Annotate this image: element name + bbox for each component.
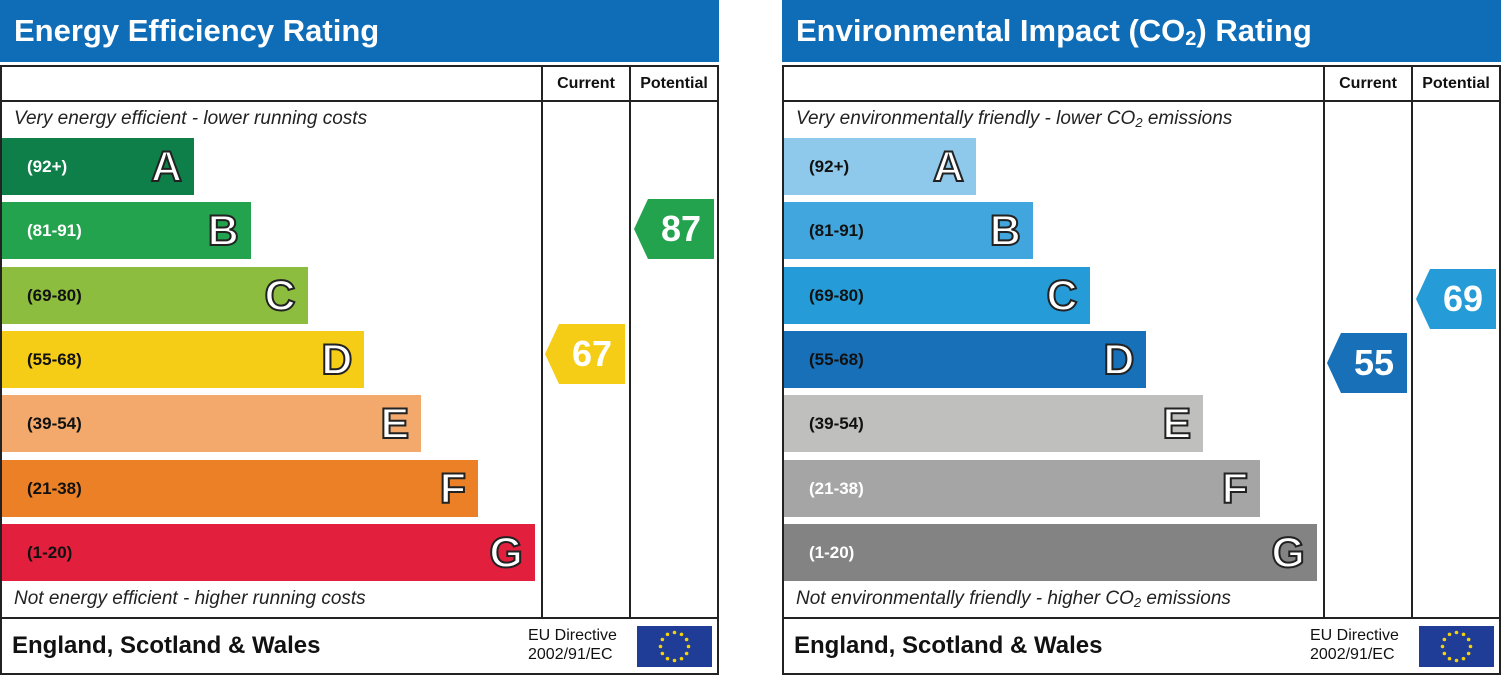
divider — [0, 617, 719, 619]
bottom-caption: Not energy efficient - higher running co… — [14, 588, 366, 609]
rating-band-g: (1-20) G — [784, 523, 1317, 581]
band-letter: D — [320, 335, 353, 385]
band-letter: G — [1270, 528, 1305, 578]
rating-band-f: (21-38) F — [2, 459, 478, 517]
band-range-label: (69-80) — [27, 285, 82, 305]
marker-value: 55 — [1353, 342, 1395, 384]
band-letter: G — [488, 528, 523, 578]
eu-directive-label: EU Directive 2002/91/EC — [1310, 627, 1399, 663]
chart-frame — [0, 65, 719, 675]
marker-value: 67 — [571, 333, 613, 375]
band-range-label: (55-68) — [27, 349, 82, 369]
band-letter: C — [264, 271, 297, 321]
band-range-label: (92+) — [809, 157, 850, 176]
band-range-label: (81-91) — [809, 221, 864, 241]
marker-arrow-icon — [1416, 268, 1496, 329]
divider — [1411, 65, 1413, 618]
marker-value: 69 — [1442, 277, 1484, 319]
band-range-label: (39-54) — [809, 414, 864, 434]
potential-rating-marker: 69 — [1416, 268, 1496, 329]
rating-band-a: (92+) A — [2, 138, 194, 195]
divider — [782, 100, 1501, 102]
current-rating-marker: 55 — [1327, 333, 1407, 394]
region-label: England, Scotland & Wales — [794, 632, 1103, 659]
chart-frame — [782, 65, 1501, 675]
current-rating-marker: 67 — [545, 324, 625, 385]
rating-band-a: (92+) A — [784, 138, 976, 195]
divider — [629, 65, 631, 618]
energy-efficiency-panel: Energy Efficiency Rating Current Potenti… — [0, 0, 719, 675]
band-letter: E — [380, 399, 411, 449]
rating-band-d: (55-68) D — [784, 330, 1147, 388]
potential-column-header: Potential — [640, 75, 708, 92]
band-letter: D — [1102, 335, 1135, 385]
band-letter: A — [150, 142, 183, 192]
band-range-label: (1-20) — [27, 542, 73, 562]
eu-directive-label: EU Directive 2002/91/EC — [528, 627, 617, 663]
band-letter: B — [207, 206, 240, 256]
top-caption: Very environmentally friendly - lower CO… — [796, 108, 1233, 130]
rating-band-c: (69-80) C — [784, 266, 1090, 324]
panel-title: Environmental Impact (CO2) Rating — [782, 0, 1501, 62]
rating-band-c: (69-80) C — [2, 266, 308, 324]
potential-rating-marker: 87 — [634, 198, 714, 259]
band-letter: F — [439, 464, 467, 514]
bottom-caption: Not environmentally friendly - higher CO… — [796, 588, 1231, 610]
eu-flag-icon — [1419, 626, 1494, 667]
rating-band-g: (1-20) G — [2, 523, 535, 581]
marker-arrow-icon — [634, 198, 714, 259]
panel-title: Energy Efficiency Rating — [0, 0, 719, 62]
rating-band-e: (39-54) E — [2, 395, 422, 453]
divider — [541, 65, 543, 618]
band-range-label: (1-20) — [809, 542, 855, 562]
rating-band-d: (55-68) D — [2, 330, 365, 388]
marker-arrow-icon — [1327, 333, 1407, 394]
marker-value: 87 — [660, 207, 702, 249]
top-caption: Very energy efficient - lower running co… — [14, 108, 368, 129]
region-label: England, Scotland & Wales — [12, 632, 321, 659]
band-range-label: (21-38) — [27, 478, 82, 498]
divider — [782, 617, 1501, 619]
current-column-header: Current — [557, 75, 615, 92]
band-range-label: (21-38) — [809, 478, 864, 498]
rating-band-b: (81-91) B — [2, 202, 251, 260]
band-range-label: (55-68) — [809, 349, 864, 369]
potential-column-header: Potential — [1422, 75, 1490, 92]
environmental-impact-panel: Environmental Impact (CO2) Rating Curren… — [782, 0, 1501, 675]
band-range-label: (69-80) — [809, 285, 864, 305]
eu-flag-icon — [637, 626, 712, 667]
rating-band-f: (21-38) F — [784, 459, 1260, 517]
band-letter: C — [1046, 271, 1079, 321]
band-range-label: (81-91) — [27, 221, 82, 241]
divider — [1323, 65, 1325, 618]
marker-arrow-icon — [545, 324, 625, 385]
band-letter: B — [989, 206, 1022, 256]
band-letter: A — [932, 142, 965, 192]
rating-band-e: (39-54) E — [784, 395, 1204, 453]
band-range-label: (92+) — [27, 157, 68, 176]
band-letter: F — [1221, 464, 1249, 514]
current-column-header: Current — [1339, 75, 1397, 92]
band-range-label: (39-54) — [27, 414, 82, 434]
rating-band-b: (81-91) B — [784, 202, 1033, 260]
band-letter: E — [1162, 399, 1193, 449]
divider — [0, 100, 719, 102]
